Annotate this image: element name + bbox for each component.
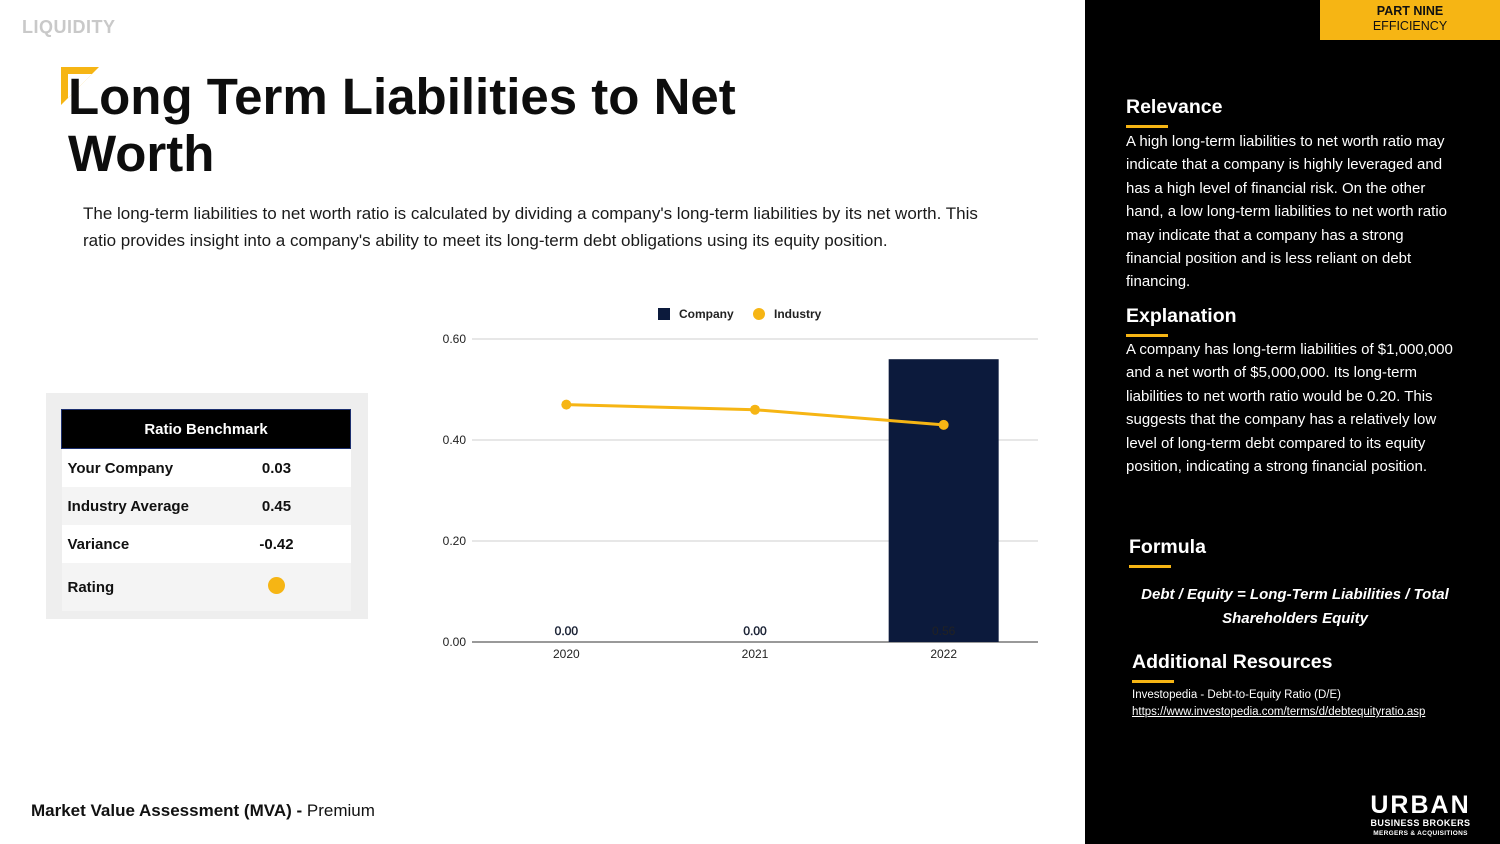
benchmark-value: 0.45 <box>202 487 351 525</box>
y-tick-label: 0.00 <box>443 635 467 649</box>
y-tick-label: 0.60 <box>443 332 467 346</box>
legend-industry-label: Industry <box>774 307 822 321</box>
company-bar-label: 0.56 <box>932 624 956 638</box>
explanation-text: A company has long-term liabilities of $… <box>1126 341 1453 476</box>
section-label: LIQUIDITY <box>22 17 116 37</box>
logo-sub: BUSINESS BROKERS <box>1370 818 1471 828</box>
rating-dot-icon <box>268 576 285 594</box>
benchmark-label: Variance <box>61 525 203 563</box>
industry-point <box>750 404 760 415</box>
benchmark-row-company: Your Company 0.03 <box>61 448 351 487</box>
relevance-heading: Relevance <box>1126 96 1223 128</box>
resource-link[interactable]: https://www.investopedia.com/terms/d/deb… <box>1132 706 1426 718</box>
y-tick-label: 0.20 <box>443 534 467 548</box>
industry-point <box>938 419 949 430</box>
logo-sub2: MERGERS & ACQUISITIONS <box>1373 830 1468 837</box>
rating-cell <box>202 563 351 611</box>
part-name: EFFICIENCY <box>1372 19 1448 33</box>
page-title: Long Term Liabilities to Net Worth <box>68 68 736 182</box>
legend-company-label: Company <box>679 307 734 321</box>
benchmark-label: Rating <box>61 563 203 611</box>
legend-company-swatch <box>658 308 670 320</box>
company-bar <box>888 359 999 642</box>
legend-industry-swatch <box>753 308 765 320</box>
part-tag: PART NINE EFFICIENCY <box>1320 0 1500 40</box>
company-logo: URBAN BUSINESS BROKERS MERGERS & ACQUISI… <box>1363 793 1478 838</box>
logo-main: URBAN <box>1370 791 1471 819</box>
x-tick-label: 2022 <box>930 647 957 661</box>
formula-heading: Formula <box>1129 536 1206 568</box>
benchmark-value: 0.03 <box>202 448 351 487</box>
x-tick-label: 2021 <box>742 647 769 661</box>
footer-tier: Premium <box>306 801 375 820</box>
ratio-chart: 0.00 0.20 0.40 0.60 2020 2021 2022 0.00 0.00 0.56… <box>443 307 1038 661</box>
intro-paragraph: The long-term liabilities to net worth r… <box>83 204 978 250</box>
relevance-text: A high long-term liabilities to net wort… <box>1126 133 1447 291</box>
footer-label: Market Value Assessment (MVA) - <box>31 801 303 820</box>
footer: Market Value Assessment (MVA) - Premium <box>31 801 375 821</box>
benchmark-table: Ratio Benchmark Your Company 0.03 Indust… <box>61 409 351 611</box>
benchmark-label: Your Company <box>61 448 203 487</box>
part-label: PART NINE <box>1376 4 1444 18</box>
company-bar-label: 0.00 <box>555 624 579 638</box>
x-tick-label: 2020 <box>553 647 580 661</box>
y-tick-label: 0.40 <box>443 433 467 447</box>
explanation-heading: Explanation <box>1126 305 1237 337</box>
benchmark-row-variance: Variance -0.42 <box>61 525 351 563</box>
company-bar-label: 0.00 <box>743 624 767 638</box>
benchmark-row-rating: Rating <box>61 563 351 611</box>
resource-name: Investopedia - Debt-to-Equity Ratio (D/E… <box>1132 689 1342 701</box>
industry-point <box>561 399 572 410</box>
side-panel: PART NINE EFFICIENCY <box>1085 0 1500 844</box>
resources-heading: Additional Resources <box>1132 651 1333 683</box>
benchmark-row-industry: Industry Average 0.45 <box>61 487 351 525</box>
benchmark-value: -0.42 <box>202 525 351 563</box>
benchmark-label: Industry Average <box>61 487 203 525</box>
benchmark-heading: Ratio Benchmark <box>61 409 351 449</box>
title-corner-accent <box>61 67 99 105</box>
formula-text: Debt / Equity = Long-Term Liabilities / … <box>1141 586 1449 627</box>
